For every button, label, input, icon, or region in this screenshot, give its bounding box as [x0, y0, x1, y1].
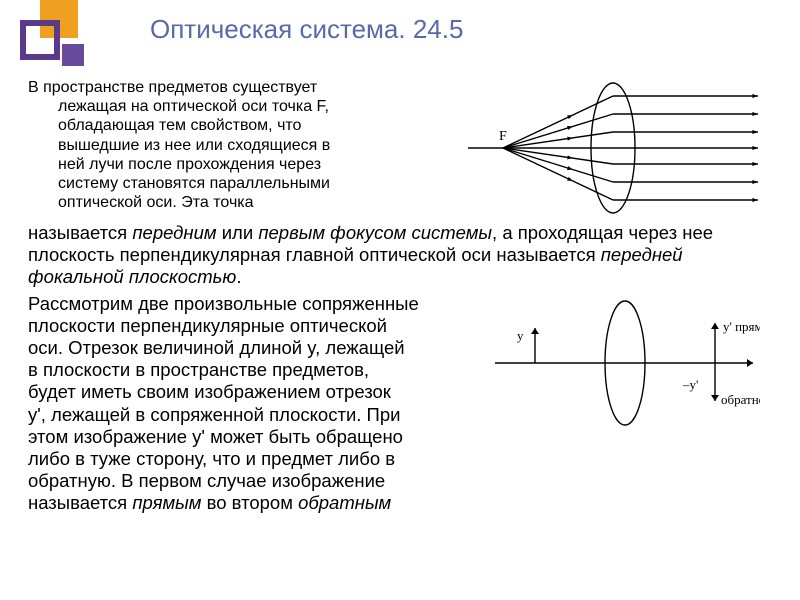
- p3-l7: этом изображение y' может быть обращено: [28, 426, 403, 447]
- p3-l9: обратную. В первом случае изображение: [28, 470, 385, 491]
- svg-text:y' прямое: y' прямое: [723, 319, 760, 334]
- p1-l7: оптической оси. Эта точка: [28, 194, 254, 211]
- p2-i2: первым фокусом системы: [258, 222, 492, 243]
- p3-l10a: называется: [28, 492, 132, 513]
- diagram-image: y y' прямое –y' обратное: [490, 293, 760, 443]
- deco-square-purple-outline: [20, 20, 60, 60]
- p3-l10d: обратным: [298, 492, 391, 513]
- diagram-focus-svg: F: [463, 78, 763, 218]
- p3-l10b: прямым: [132, 492, 201, 513]
- paragraph-3: Рассмотрим две произвольные сопряженные …: [28, 293, 480, 515]
- p1-l4: вышедшие из нее или сходящиеся в: [28, 137, 330, 154]
- row-2: Рассмотрим две произвольные сопряженные …: [28, 293, 772, 515]
- svg-text:–y': –y': [682, 377, 698, 392]
- p2-t2: или: [217, 222, 259, 243]
- slide-title: Оптическая система. 24.5: [150, 14, 463, 45]
- p1-l5: ней лучи после прохождения через: [28, 156, 321, 173]
- diagram-focus: F: [463, 78, 763, 218]
- row-1: В пространстве предметов существует лежа…: [28, 78, 772, 218]
- p1-l3: обладающая тем свойством, что: [28, 117, 301, 134]
- p3-l1: Рассмотрим две произвольные сопряженные: [28, 293, 419, 314]
- p3-l3: оси. Отрезок величиной длиной y, лежащей: [28, 337, 405, 358]
- diagram-image-svg: y y' прямое –y' обратное: [490, 293, 760, 443]
- p3-l2: плоскости перпендикулярные оптической: [28, 315, 387, 336]
- paragraph-2: называется передним или первым фокусом с…: [28, 222, 772, 289]
- p2-t4: .: [236, 266, 241, 287]
- corner-decoration: [20, 0, 110, 75]
- p3-l6: y', лежащей в сопряженной плоскости. При: [28, 404, 400, 425]
- p3-l8: либо в туже сторону, что и предмет либо …: [28, 448, 395, 469]
- paragraph-1: В пространстве предметов существует лежа…: [28, 78, 453, 212]
- p1-l6: систему становятся параллельными: [28, 175, 330, 192]
- p3-l10c: во втором: [201, 492, 298, 513]
- svg-text:y: y: [517, 328, 524, 343]
- p1-l1: В пространстве предметов существует: [28, 79, 317, 96]
- p3-l4: в плоскости в пространстве предметов,: [28, 359, 369, 380]
- p3-l5: будет иметь своим изображением отрезок: [28, 381, 391, 402]
- svg-text:обратное: обратное: [721, 392, 760, 407]
- p2-i1: передним: [132, 222, 216, 243]
- svg-text:F: F: [499, 129, 507, 144]
- deco-square-purple-solid: [62, 44, 84, 66]
- slide-content: В пространстве предметов существует лежа…: [28, 78, 772, 514]
- p2-t1: называется: [28, 222, 132, 243]
- p1-l2: лежащая на оптической оси точка F,: [28, 98, 329, 115]
